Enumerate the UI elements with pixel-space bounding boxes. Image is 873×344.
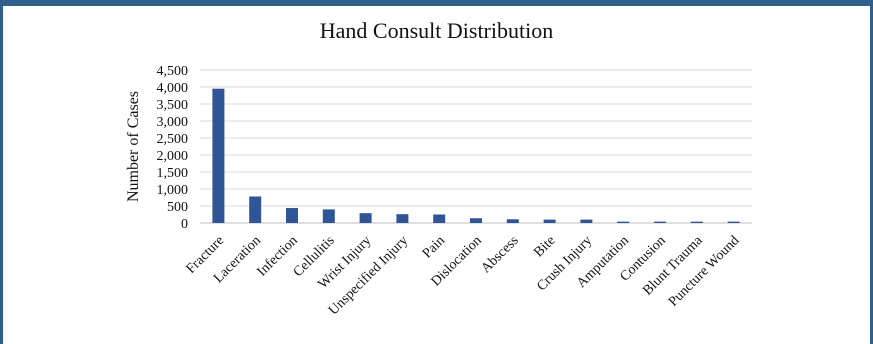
bar [617, 221, 630, 223]
y-tick-label: 1,500 [157, 166, 189, 181]
bar [654, 221, 666, 223]
y-tick-label: 4,000 [157, 81, 189, 96]
bar [506, 219, 519, 223]
bar [359, 213, 372, 223]
y-tick-label: 0 [181, 217, 188, 232]
bar [727, 221, 740, 223]
y-tick-label: 3,000 [157, 115, 189, 130]
y-axis-label: Number of Cases [125, 91, 142, 202]
bar [580, 219, 593, 223]
x-tick-label: Bite [531, 233, 558, 260]
y-tick-label: 1,000 [157, 183, 189, 198]
chart-title: Hand Consult Distribution [319, 18, 554, 43]
y-tick-label: 3,500 [157, 98, 189, 113]
x-tick-label: Pain [420, 233, 448, 261]
bar [470, 218, 482, 223]
bar [396, 214, 409, 223]
bar [690, 221, 703, 223]
x-axis-ticks: FractureLacerationInfectionCellulitisWri… [184, 233, 743, 319]
left-border [0, 0, 3, 344]
bar [543, 219, 556, 223]
bar [249, 196, 262, 223]
gridlines [200, 69, 752, 224]
bar [433, 214, 446, 223]
bar [212, 88, 225, 223]
y-tick-label: 2,500 [157, 132, 189, 147]
bars [212, 88, 740, 223]
y-tick-label: 4,500 [157, 64, 189, 79]
bar [322, 209, 335, 223]
right-border [870, 0, 873, 344]
y-tick-label: 2,000 [157, 149, 189, 164]
top-border-band [0, 0, 873, 6]
y-axis-ticks: 0 500 1,000 1,500 2,000 2,500 3,000 3,500 4,000 4… [157, 64, 189, 232]
y-tick-label: 500 [167, 200, 188, 215]
x-tick-label: Abscess [479, 233, 522, 276]
bar [286, 208, 298, 223]
